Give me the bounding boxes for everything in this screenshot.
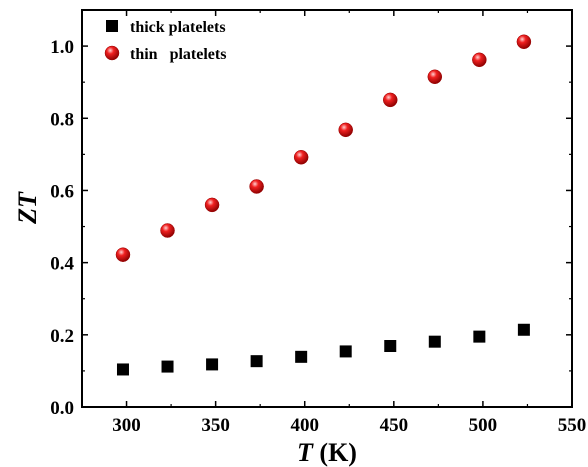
thin-platelets-point — [115, 247, 131, 262]
thick-platelets-point — [473, 330, 486, 343]
x-tick-label: 300 — [112, 415, 141, 436]
x-axis-title: T (K) — [297, 438, 357, 467]
legend-marker-thick-platelets — [106, 20, 118, 32]
thick-platelets-point — [295, 350, 308, 363]
thin-platelets-point — [338, 122, 353, 138]
y-tick-label: 0.0 — [50, 398, 74, 419]
y-tick-label: 0.4 — [50, 254, 74, 275]
y-tick-label: 1.0 — [50, 37, 74, 58]
x-axis-variable: T — [297, 438, 314, 467]
plot-frame — [81, 9, 573, 408]
thick-platelets-point — [116, 363, 129, 376]
y-tick-label: 0.6 — [50, 181, 74, 202]
thick-platelets-point — [250, 355, 263, 368]
thick-platelets-point — [517, 323, 530, 336]
legend-label-thick-platelets: thick platelets — [130, 19, 226, 36]
y-axis-title: ZT — [13, 191, 42, 225]
thin-platelets-point — [293, 150, 309, 165]
x-tick-label: 550 — [558, 415, 587, 436]
y-tick-label: 0.2 — [50, 326, 74, 347]
thin-platelets-point — [383, 92, 398, 108]
thick-platelets-point — [428, 335, 441, 348]
x-tick-label: 500 — [469, 415, 498, 436]
thick-platelets-point — [339, 345, 352, 358]
legend-label-thin-platelets: thin platelets — [130, 46, 226, 63]
x-tick-label: 450 — [380, 415, 409, 436]
x-axis-unit: (K) — [313, 438, 357, 467]
legend-marker-thin-platelets — [104, 45, 120, 61]
thin-platelets-point — [427, 69, 443, 85]
y-tick-label: 0.8 — [50, 109, 74, 130]
thin-platelets-point — [160, 223, 175, 238]
thin-platelets-point — [249, 179, 264, 194]
thin-platelets-point — [204, 197, 220, 213]
x-tick-label: 350 — [201, 415, 230, 436]
thick-platelets-point — [206, 358, 219, 371]
x-tick-label: 400 — [290, 415, 319, 436]
thick-platelets-point — [384, 340, 397, 353]
thin-platelets-point — [472, 52, 487, 68]
thick-platelets-point — [161, 360, 174, 373]
thin-platelets-point — [516, 34, 532, 50]
legend: thick platelets thin platelets — [104, 19, 226, 63]
